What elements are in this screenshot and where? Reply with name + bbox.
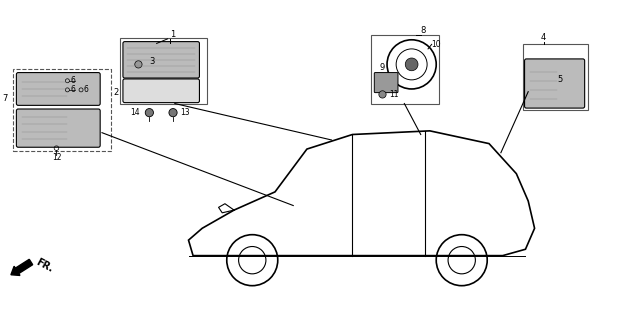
Text: FR.: FR. — [35, 257, 55, 274]
Bar — [13, 69, 111, 151]
FancyBboxPatch shape — [525, 59, 585, 108]
FancyBboxPatch shape — [374, 73, 398, 92]
Text: 6: 6 — [70, 85, 75, 94]
Bar — [523, 44, 588, 110]
Text: 2: 2 — [113, 88, 118, 97]
FancyBboxPatch shape — [123, 79, 200, 103]
Bar — [371, 35, 439, 104]
FancyBboxPatch shape — [17, 109, 100, 147]
FancyBboxPatch shape — [17, 73, 100, 105]
Text: 8: 8 — [420, 26, 426, 35]
Text: 9: 9 — [380, 63, 385, 72]
Text: 11: 11 — [389, 90, 398, 99]
Text: 4: 4 — [541, 33, 547, 42]
Bar — [120, 38, 207, 104]
Text: 6: 6 — [84, 85, 89, 94]
Text: 3: 3 — [149, 57, 155, 66]
Text: 1: 1 — [170, 30, 175, 39]
Text: 13: 13 — [180, 108, 190, 117]
Text: 7: 7 — [2, 93, 7, 103]
Circle shape — [405, 58, 418, 71]
Circle shape — [145, 108, 154, 117]
Text: 10: 10 — [431, 40, 442, 49]
Circle shape — [135, 61, 142, 68]
Text: 5: 5 — [557, 75, 563, 84]
Text: 12: 12 — [52, 153, 61, 162]
Circle shape — [379, 91, 386, 98]
FancyArrow shape — [11, 259, 33, 276]
Circle shape — [169, 108, 177, 117]
Text: 14: 14 — [131, 108, 140, 117]
FancyBboxPatch shape — [123, 42, 200, 78]
Text: 6: 6 — [70, 76, 75, 85]
